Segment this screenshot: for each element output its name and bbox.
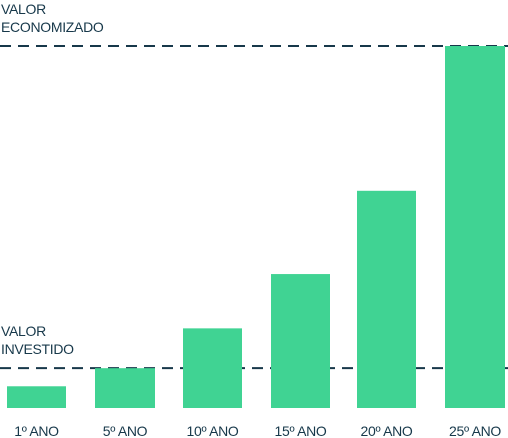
bar-5 bbox=[357, 190, 416, 408]
bars bbox=[7, 46, 505, 408]
x-axis-labels: 1º ANO 5º ANO 10º ANO 15º ANO 20º ANO 25º ANO bbox=[14, 423, 502, 438]
bar-4 bbox=[271, 274, 330, 408]
bar-3 bbox=[183, 328, 242, 408]
bar-2 bbox=[95, 368, 155, 408]
reference-line-label: ECONOMIZADO bbox=[1, 19, 104, 35]
bar-1 bbox=[7, 386, 66, 408]
bar-6 bbox=[445, 46, 505, 408]
x-tick-label: 10º ANO bbox=[186, 423, 238, 438]
x-tick-label: 1º ANO bbox=[14, 423, 59, 438]
x-tick-label: 5º ANO bbox=[103, 423, 148, 438]
reference-line-label: INVESTIDO bbox=[1, 341, 74, 357]
reference-line-label: VALOR bbox=[1, 1, 46, 17]
x-tick-label: 15º ANO bbox=[274, 423, 326, 438]
x-tick-label: 20º ANO bbox=[360, 423, 412, 438]
x-tick-label: 25º ANO bbox=[449, 423, 501, 438]
reference-lines: VALOR ECONOMIZADO VALOR INVESTIDO bbox=[0, 1, 508, 370]
reference-line-label: VALOR bbox=[1, 323, 46, 339]
